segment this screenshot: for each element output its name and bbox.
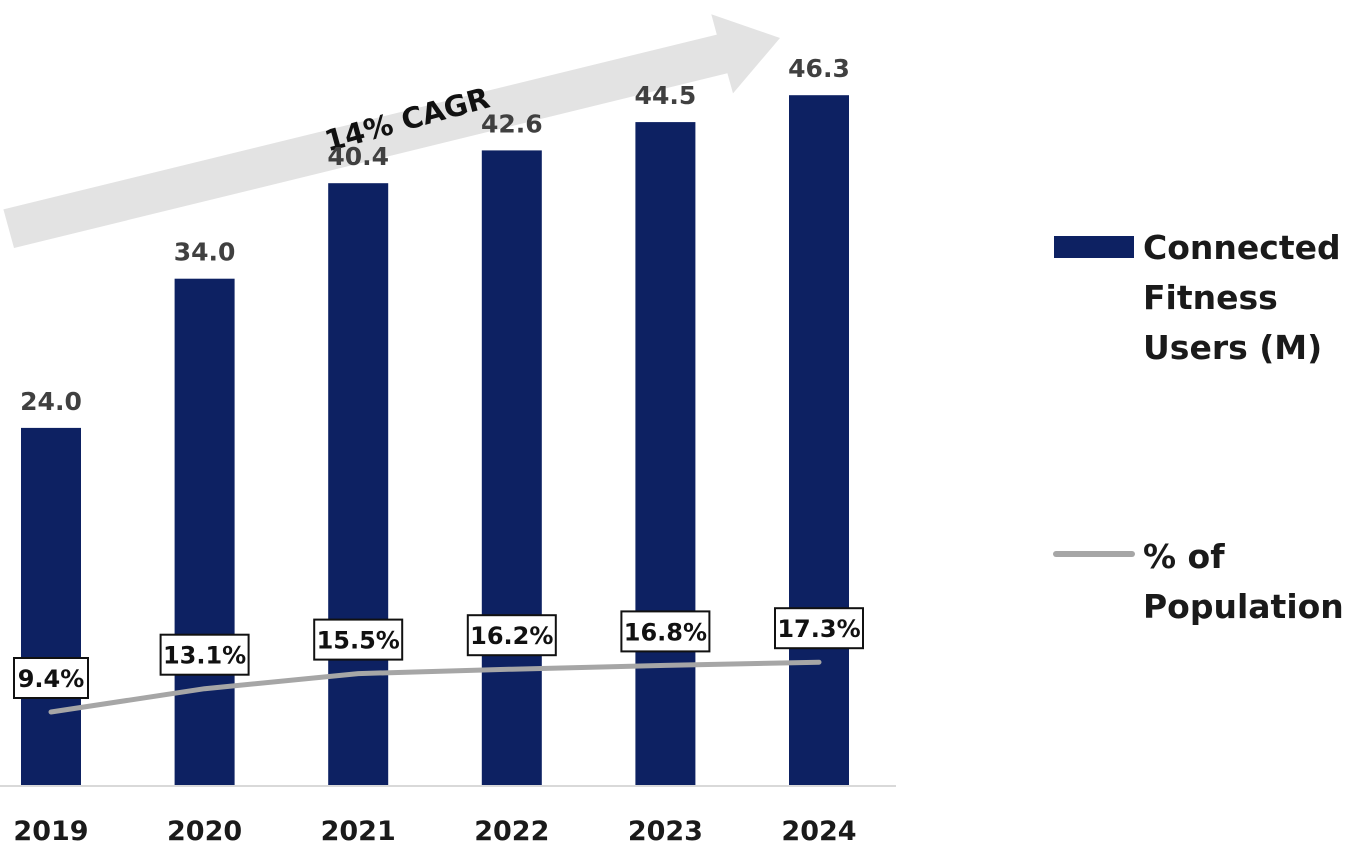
x-axis-ticks: 2019 2020 2021 2022 2023 2024 — [13, 816, 856, 844]
pct-label: 15.5% — [317, 627, 400, 655]
population-line — [48, 659, 822, 715]
pct-label: 9.4% — [18, 665, 85, 693]
legend-label-population: Population — [1143, 587, 1344, 626]
bar-value-label: 42.6 — [481, 109, 543, 138]
cagr-arrow — [3, 14, 780, 248]
bar-value-label: 46.3 — [788, 54, 850, 83]
x-tick-label: 2021 — [321, 816, 396, 844]
x-tick-label: 2020 — [167, 816, 242, 844]
x-tick-label: 2023 — [628, 816, 703, 844]
legend-label-users: Connected — [1143, 228, 1341, 267]
bar-series: 24.0 34.0 40.4 42.6 44.5 46.3 — [20, 54, 850, 787]
bar-value-label: 24.0 — [20, 387, 82, 416]
pct-label-box — [13, 657, 89, 699]
pct-label: 17.3% — [777, 615, 860, 643]
legend-label-users: Fitness — [1143, 278, 1278, 317]
legend-bar-swatch — [1054, 236, 1134, 258]
bar-value-label: 40.4 — [327, 142, 389, 171]
pct-label-box — [159, 633, 250, 676]
pct-label-box — [620, 610, 711, 653]
pct-label-box — [466, 614, 557, 657]
pct-label-box — [774, 607, 864, 650]
pct-label: 13.1% — [163, 642, 246, 670]
bar-value-label: 44.5 — [635, 81, 697, 110]
bar-2022 — [481, 150, 542, 786]
legend-label-population: % of — [1143, 537, 1225, 576]
x-tick-label: 2022 — [474, 816, 549, 844]
x-tick-label: 2024 — [781, 816, 856, 844]
bar-value-label: 34.0 — [174, 238, 236, 267]
bar-2021 — [328, 183, 389, 786]
bar-2023 — [635, 122, 696, 787]
legend: Connected Fitness Users (M) % of Population — [1053, 228, 1344, 626]
bar-2020 — [174, 278, 235, 786]
pct-label: 16.8% — [624, 618, 707, 646]
line-series: 9.4% 13.1% 15.5% 16.2% 16.8% 17.3% — [13, 607, 864, 715]
x-tick-label: 2019 — [13, 816, 88, 844]
pct-label-box — [313, 618, 404, 661]
bar-2019 — [21, 427, 81, 786]
bar-2024 — [789, 95, 849, 786]
pct-label: 16.2% — [470, 622, 553, 650]
legend-label-users: Users (M) — [1143, 328, 1322, 367]
